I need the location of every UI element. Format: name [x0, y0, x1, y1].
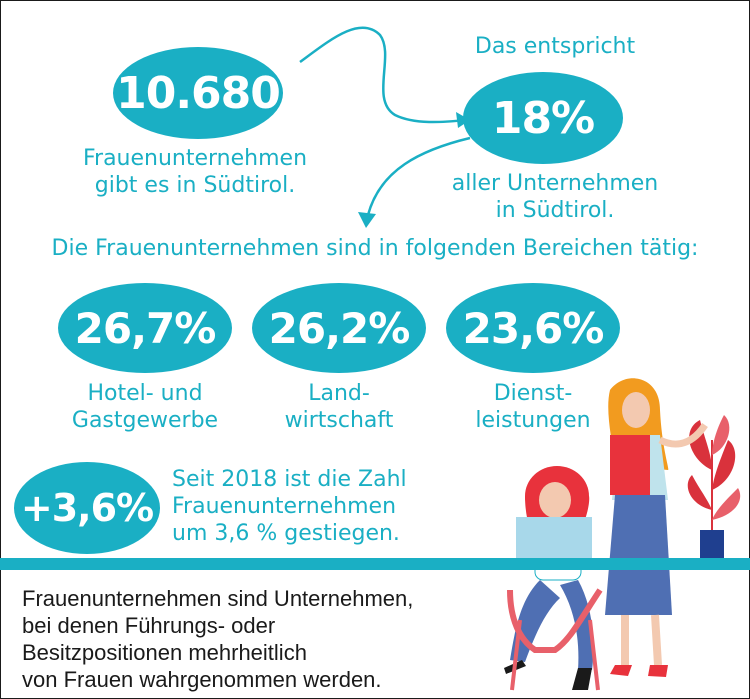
seated-woman-figure: [504, 466, 603, 691]
sector-label-hotel-line2: Gastgewerbe: [71, 408, 219, 433]
sector-label-hotel: Hotel- und Gastgewerbe: [45, 380, 245, 434]
share-caption-line1: aller Unternehmen: [451, 171, 659, 196]
sector-value-agriculture: 26,2%: [268, 303, 411, 353]
count-caption: Frauenunternehmen gibt es in Südtirol.: [60, 145, 330, 199]
definition-line1: Frauenunternehmen sind Unternehmen,: [22, 586, 414, 611]
share-oval: 18%: [463, 72, 623, 164]
growth-caption: Seit 2018 ist die Zahl Frauenunternehmen…: [172, 466, 442, 547]
sector-label-services: Dienst- leistungen: [433, 380, 633, 434]
growth-value: +3,6%: [20, 486, 154, 530]
count-value: 10.680: [116, 67, 281, 119]
sector-value-services: 23,6%: [462, 303, 605, 353]
share-caption-line2: in Südtirol.: [495, 198, 615, 223]
count-caption-line1: Frauenunternehmen: [82, 146, 308, 171]
sector-label-hotel-line1: Hotel- und: [87, 381, 203, 406]
arrow-to-18-percent: [299, 26, 469, 124]
definition-line3: Besitzpositionen mehrheitlich: [22, 640, 307, 665]
sector-value-hotel: 26,7%: [74, 303, 217, 353]
definition-line2: bei denen Führungs- oder: [22, 613, 276, 638]
sector-label-services-line1: Dienst-: [493, 381, 573, 406]
growth-caption-line1: Seit 2018 ist die Zahl: [172, 467, 407, 492]
divider-band: [0, 558, 750, 570]
sector-label-agriculture-line1: Land-: [308, 381, 370, 406]
sector-label-services-line2: leistungen: [475, 408, 591, 433]
share-caption: aller Unternehmen in Südtirol.: [420, 170, 690, 224]
sector-oval-hotel: 26,7%: [58, 283, 232, 373]
definition-note: Frauenunternehmen sind Unternehmen, bei …: [22, 585, 492, 693]
growth-caption-line2: Frauenunternehmen: [172, 494, 397, 519]
share-value: 18%: [491, 92, 595, 144]
sector-label-agriculture: Land- wirtschaft: [239, 380, 439, 434]
share-intro: Das entspricht: [474, 34, 636, 59]
growth-caption-line3: um 3,6 % gestiegen.: [172, 521, 400, 546]
count-caption-line2: gibt es in Südtirol.: [94, 173, 296, 198]
count-oval: 10.680: [113, 47, 283, 139]
sectors-heading: Die Frauenunternehmen sind in folgenden …: [51, 236, 699, 261]
sector-label-agriculture-line2: wirtschaft: [284, 408, 394, 433]
arrow-to-sectors: [366, 136, 471, 216]
standing-woman-figure: [605, 378, 708, 677]
arrow-head-down: [358, 212, 376, 228]
growth-oval: +3,6%: [14, 462, 160, 554]
sector-oval-agriculture: 26,2%: [252, 283, 426, 373]
sector-oval-services: 23,6%: [446, 283, 620, 373]
definition-line4: von Frauen wahrgenommen werden.: [22, 667, 382, 692]
